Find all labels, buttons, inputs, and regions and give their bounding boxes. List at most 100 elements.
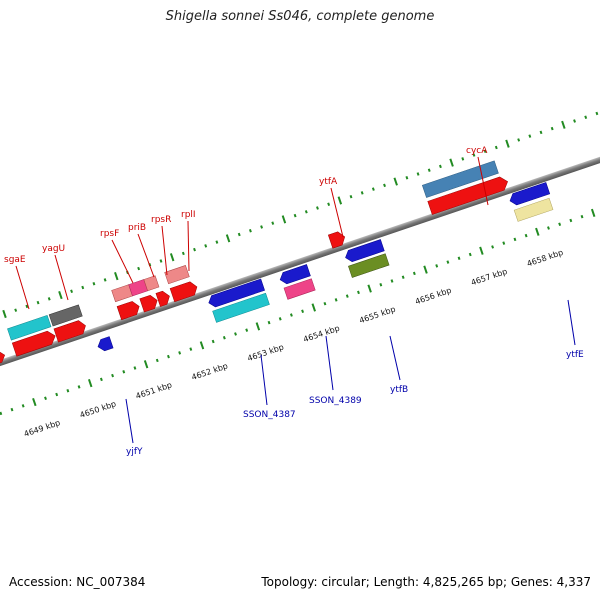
gene-arrow-yagU[interactable] <box>53 319 88 343</box>
gene-arrow-SSON_4387[interactable] <box>207 278 265 309</box>
gene-label-rpsF[interactable]: rpsF <box>100 229 119 239</box>
gene-arrow-ytfA[interactable] <box>327 230 347 249</box>
gene-label-yjfY[interactable]: yjfY <box>126 447 143 457</box>
minor-tick <box>558 222 562 226</box>
gene-arrow-SSON_4389[interactable] <box>278 264 311 285</box>
minor-tick <box>178 351 182 355</box>
gene-label-ytfA[interactable]: ytfA <box>319 177 338 187</box>
scale-label: 4649 kbp <box>23 418 62 439</box>
minor-tick <box>457 256 461 261</box>
tick-track-bottom <box>0 208 596 416</box>
minor-tick <box>316 206 319 210</box>
gene-arrow-cycA[interactable] <box>427 175 510 215</box>
gene-arrow-yjfY[interactable] <box>96 336 114 353</box>
callout-line-ytfE <box>567 299 576 346</box>
minor-tick <box>416 172 420 176</box>
gene-label-rplI[interactable]: rplI <box>181 210 196 220</box>
major-tick <box>561 120 566 129</box>
major-tick <box>32 397 37 407</box>
minor-tick <box>461 157 465 161</box>
major-tick <box>311 303 316 312</box>
minor-tick <box>66 388 70 393</box>
gene-arrow-ytfB[interactable] <box>344 239 385 263</box>
minor-tick <box>427 168 431 172</box>
genome-backbone <box>0 142 600 379</box>
gene-arrow-priB[interactable] <box>139 294 160 313</box>
cds-row-forward <box>7 160 499 341</box>
tick-track-top <box>2 111 599 319</box>
minor-tick <box>401 275 405 279</box>
minor-tick <box>10 407 14 412</box>
major-tick <box>281 215 287 224</box>
gene-label-priB[interactable]: priB <box>128 223 146 233</box>
minor-tick <box>193 247 196 252</box>
scale-label: 4656 kbp <box>414 286 453 307</box>
gene-label-rpsR[interactable]: rpsR <box>151 215 171 225</box>
minor-tick <box>517 138 521 142</box>
gene-row-forward <box>0 175 510 373</box>
gene-label-cycA[interactable]: cycA <box>466 146 488 156</box>
minor-tick <box>211 339 215 344</box>
cds-rpsR[interactable] <box>143 275 160 292</box>
minor-tick <box>14 308 18 312</box>
major-tick <box>114 272 119 281</box>
minor-tick <box>360 191 364 195</box>
cds-cycA[interactable] <box>421 160 499 198</box>
minor-tick <box>47 297 51 301</box>
minor-tick <box>435 264 439 268</box>
minor-tick <box>77 385 81 389</box>
minor-tick <box>260 225 264 229</box>
minor-tick <box>595 111 599 116</box>
cds-ytfB[interactable] <box>348 253 390 278</box>
cds-row-reverse <box>212 197 554 323</box>
minor-tick <box>569 218 573 223</box>
minor-tick <box>390 279 394 283</box>
minor-tick <box>133 366 137 370</box>
minor-tick <box>580 214 584 219</box>
major-tick <box>225 234 231 243</box>
cds-yagU[interactable] <box>48 304 83 327</box>
gene-arrow-ytfE[interactable] <box>508 182 551 206</box>
page-title: Shigella sonnei Ss046, complete genome <box>165 9 435 24</box>
major-tick <box>143 360 149 369</box>
gene-arrow-rpsF[interactable] <box>116 300 141 321</box>
gene-labels: sgaE yagU rpsF priB rpsR rplI ytfA cycA … <box>4 146 584 457</box>
major-tick <box>337 196 343 205</box>
minor-tick <box>304 210 308 214</box>
minor-tick <box>289 313 293 317</box>
cds-ytfE[interactable] <box>513 197 554 222</box>
minor-tick <box>70 289 74 294</box>
gene-label-SSON_4389[interactable]: SSON_4389 <box>309 396 362 406</box>
gene-label-sgaE[interactable]: sgaE <box>4 255 26 265</box>
gene-arrow-sgaE[interactable] <box>0 349 7 373</box>
gene-label-yagU[interactable]: yagU <box>42 244 65 254</box>
minor-tick <box>0 411 3 416</box>
gene-label-ytfB[interactable]: ytfB <box>390 385 408 395</box>
minor-tick <box>245 328 249 332</box>
minor-tick <box>524 233 528 238</box>
gene-arrow-rpsR[interactable] <box>155 289 172 307</box>
minor-tick <box>345 294 349 298</box>
scale-label: 4658 kbp <box>526 248 565 269</box>
cds-SSON_4387[interactable] <box>212 292 270 323</box>
callout-line-SSON_4387 <box>260 354 268 406</box>
minor-tick <box>278 317 282 321</box>
cds-sgaE-2[interactable] <box>7 315 52 341</box>
minor-tick <box>513 237 517 242</box>
gene-arrow-sgaE-2[interactable] <box>11 329 57 357</box>
major-tick <box>255 322 261 331</box>
cds-rplI[interactable] <box>164 265 190 285</box>
minor-tick <box>234 332 237 336</box>
minor-tick <box>584 115 588 119</box>
gene-label-ytfE[interactable]: ytfE <box>566 350 584 360</box>
gene-label-SSON_4387[interactable]: SSON_4387 <box>243 410 296 420</box>
minor-tick <box>547 226 550 230</box>
minor-tick <box>237 232 241 237</box>
scale-label: 4652 kbp <box>190 361 229 382</box>
minor-tick <box>334 298 338 302</box>
cds-SSON_4389[interactable] <box>283 278 316 300</box>
minor-tick <box>357 290 360 295</box>
gene-arrow-rplI[interactable] <box>169 280 199 303</box>
minor-tick <box>204 244 208 248</box>
